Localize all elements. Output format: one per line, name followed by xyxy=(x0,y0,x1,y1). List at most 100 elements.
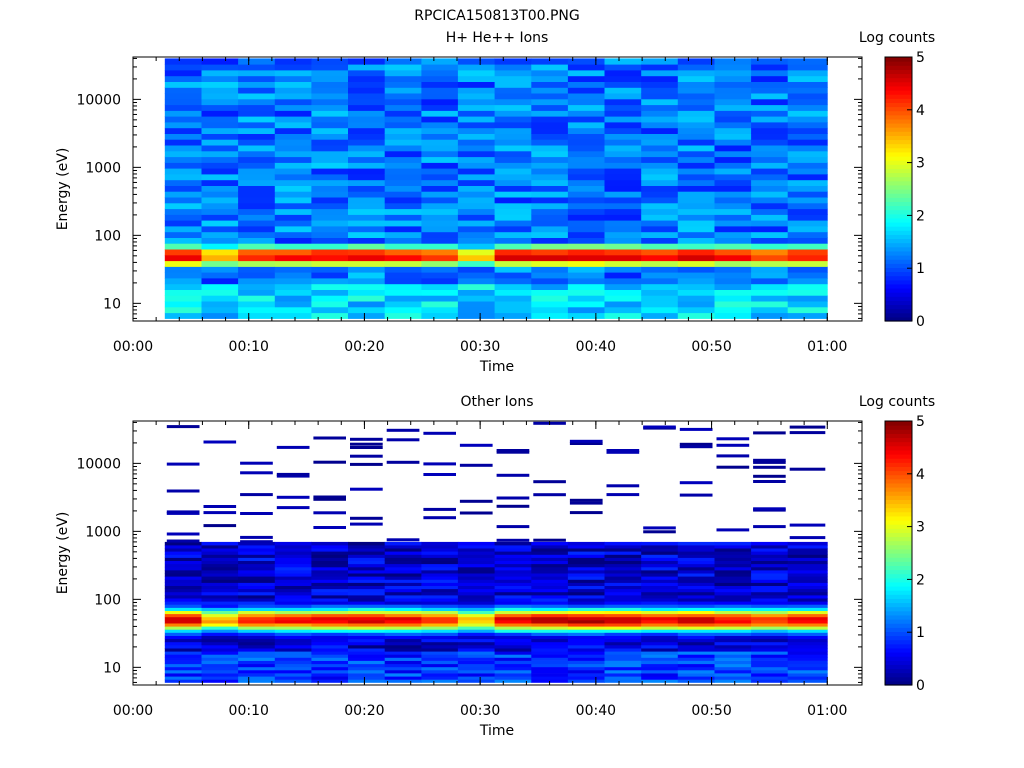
sparse-event xyxy=(496,504,530,508)
sparse-event xyxy=(496,538,530,542)
heatmap-cell xyxy=(714,185,752,192)
heatmap-cell xyxy=(164,560,202,565)
heatmap-cell xyxy=(457,610,495,615)
heatmap-cell xyxy=(604,616,642,621)
heatmap-cell xyxy=(384,278,422,285)
heatmap-cell xyxy=(751,579,789,583)
heatmap-cell xyxy=(164,260,202,267)
heatmap-cell xyxy=(677,150,715,158)
heatmap-cell xyxy=(677,607,715,611)
colorbar-swatch xyxy=(885,635,912,641)
heatmap-cell xyxy=(201,301,239,308)
heatmap-cell xyxy=(494,638,532,643)
heatmap-cell xyxy=(348,620,386,624)
colorbar-frame xyxy=(884,56,913,322)
heatmap-cell xyxy=(274,260,312,267)
heatmap-cell xyxy=(494,278,532,285)
colorbar-swatch xyxy=(885,445,912,451)
heatmap-cell xyxy=(384,145,422,152)
heatmap-cell xyxy=(384,623,422,627)
heatmap-cell xyxy=(677,226,715,233)
heatmap-cell xyxy=(164,278,202,285)
heatmap-cell xyxy=(494,626,532,630)
heatmap-cell xyxy=(567,651,605,655)
sparse-event xyxy=(386,538,420,542)
x-tick-label: 00:20 xyxy=(344,703,384,719)
heatmap-cell xyxy=(567,645,605,649)
heatmap-cell xyxy=(531,563,569,568)
heatmap-cell xyxy=(604,266,642,273)
heatmap-cell xyxy=(677,541,715,546)
heatmap-cell xyxy=(567,226,605,233)
colorbar-swatch xyxy=(885,598,912,604)
heatmap-cell xyxy=(384,197,422,204)
x-tick-label: 00:30 xyxy=(460,703,500,719)
heatmap-cell xyxy=(421,613,459,618)
heatmap-cell xyxy=(677,629,715,633)
heatmap-cell xyxy=(457,168,495,175)
heatmap-cell xyxy=(274,669,312,674)
heatmap-cell xyxy=(421,145,459,152)
heatmap-cell xyxy=(751,272,789,279)
heatmap-cell xyxy=(641,254,679,262)
heatmap-cell xyxy=(421,598,459,602)
heatmap-cell xyxy=(201,191,239,198)
heatmap-cell xyxy=(677,179,715,186)
heatmap-cell xyxy=(238,545,276,549)
heatmap-cell xyxy=(164,657,202,661)
heatmap-cell xyxy=(531,566,569,571)
heatmap-cell xyxy=(567,557,605,561)
sparse-event xyxy=(606,493,640,497)
heatmap-cell xyxy=(677,654,715,658)
heatmap-cell xyxy=(238,613,276,618)
heatmap-cell xyxy=(164,635,202,640)
heatmap-cell xyxy=(274,660,312,665)
heatmap-cell xyxy=(201,58,239,65)
panel-title: H+ He++ Ions xyxy=(446,30,549,46)
heatmap-cell xyxy=(457,626,495,630)
heatmap-cell xyxy=(641,573,679,577)
heatmap-cell xyxy=(641,660,679,665)
heatmap-cell xyxy=(384,64,422,71)
heatmap-cell xyxy=(201,214,239,221)
heatmap-cell xyxy=(164,162,202,169)
heatmap-cell xyxy=(457,145,495,152)
colorbar-swatch xyxy=(885,602,912,608)
heatmap-cell xyxy=(787,588,828,593)
colorbar-swatch xyxy=(885,156,912,161)
heatmap-cell xyxy=(494,110,532,117)
heatmap-cell xyxy=(714,616,752,621)
heatmap-cell xyxy=(348,295,386,302)
sparse-event xyxy=(350,437,383,441)
heatmap-cell xyxy=(787,93,828,100)
heatmap-cell xyxy=(531,651,569,655)
heatmap-cell xyxy=(531,179,569,186)
heatmap-cell xyxy=(494,150,532,158)
heatmap-cell xyxy=(641,610,679,615)
heatmap-cell xyxy=(567,254,605,262)
heatmap-cell xyxy=(787,145,828,152)
heatmap-cell xyxy=(604,174,642,181)
sparse-event xyxy=(753,465,786,469)
heatmap-cell xyxy=(201,249,239,256)
sparse-event xyxy=(679,493,713,497)
heatmap-cell xyxy=(274,613,312,618)
heatmap-cell xyxy=(457,570,495,574)
heatmap-cell xyxy=(604,679,642,683)
heatmap-cell xyxy=(238,202,276,210)
heatmap-cell xyxy=(751,133,789,140)
heatmap-cell xyxy=(164,283,202,290)
heatmap-cell xyxy=(751,657,789,661)
heatmap-cell xyxy=(714,576,752,580)
heatmap-cell xyxy=(164,660,202,665)
heatmap-cell xyxy=(531,545,569,549)
heatmap-cell xyxy=(787,598,828,602)
heatmap-cell xyxy=(164,576,202,580)
heatmap-cell xyxy=(677,254,715,262)
heatmap-cell xyxy=(164,122,202,129)
colorbar-swatch xyxy=(885,61,912,66)
colorbar-swatch xyxy=(885,478,912,484)
heatmap-cell xyxy=(421,666,459,671)
heatmap-cell xyxy=(201,582,239,586)
panel-other-ions: Other Ions Time Energy (eV) Log counts 0… xyxy=(55,394,935,739)
